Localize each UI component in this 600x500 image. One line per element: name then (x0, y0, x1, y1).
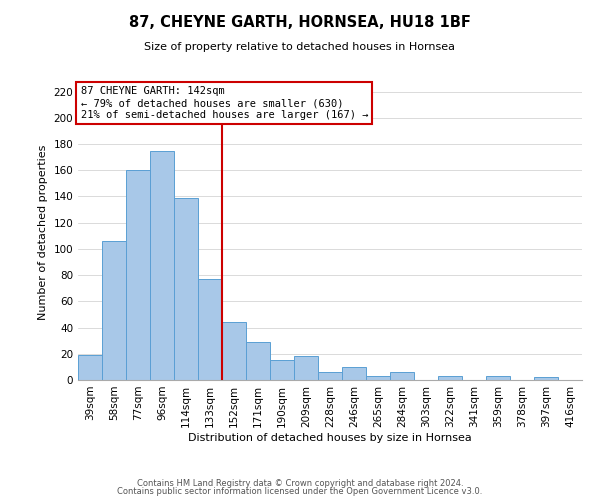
Bar (318, 372, 342, 380)
Text: Size of property relative to detached houses in Hornsea: Size of property relative to detached ho… (145, 42, 455, 52)
Bar (438, 376, 462, 380)
Bar (102, 241, 126, 380)
Bar (342, 367, 366, 380)
Y-axis label: Number of detached properties: Number of detached properties (38, 145, 48, 320)
Bar (78, 355, 102, 380)
Bar (294, 356, 318, 380)
Text: 87 CHEYNE GARTH: 142sqm
← 79% of detached houses are smaller (630)
21% of semi-d: 87 CHEYNE GARTH: 142sqm ← 79% of detache… (80, 86, 368, 120)
Bar (198, 279, 222, 380)
Text: Contains public sector information licensed under the Open Government Licence v3: Contains public sector information licen… (118, 487, 482, 496)
Bar (126, 170, 150, 380)
Bar (246, 342, 270, 380)
Bar (534, 378, 558, 380)
Text: Contains HM Land Registry data © Crown copyright and database right 2024.: Contains HM Land Registry data © Crown c… (137, 478, 463, 488)
Bar (270, 360, 294, 380)
Text: 87, CHEYNE GARTH, HORNSEA, HU18 1BF: 87, CHEYNE GARTH, HORNSEA, HU18 1BF (129, 15, 471, 30)
Bar (486, 376, 510, 380)
Bar (222, 322, 246, 380)
Bar (366, 376, 390, 380)
Bar (150, 150, 174, 380)
Bar (174, 198, 198, 380)
X-axis label: Distribution of detached houses by size in Hornsea: Distribution of detached houses by size … (188, 432, 472, 442)
Bar (390, 372, 414, 380)
